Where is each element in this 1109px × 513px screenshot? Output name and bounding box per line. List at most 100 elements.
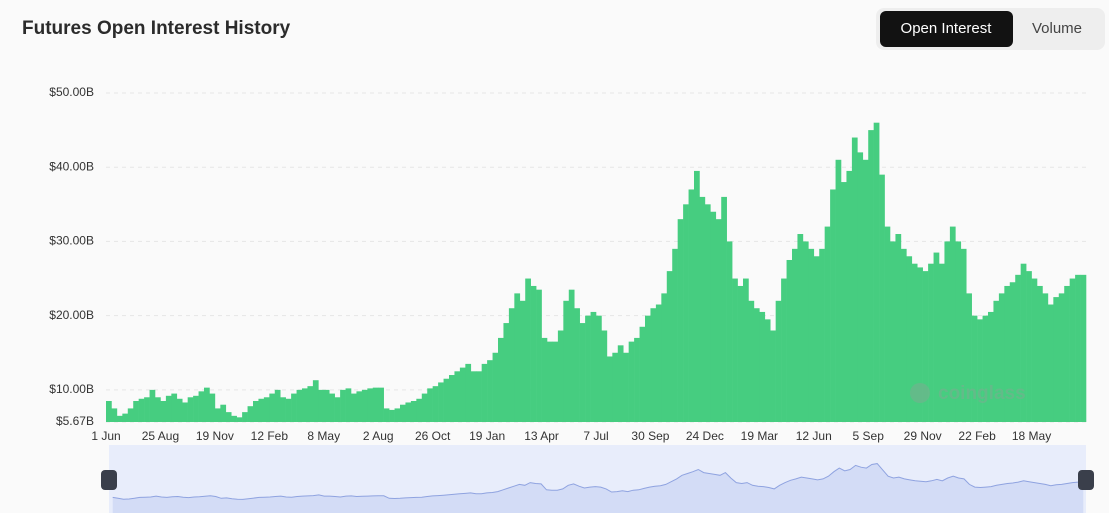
x-tick-label: 22 Feb [958,429,996,443]
bar [699,196,706,422]
bar [949,226,956,422]
bar [917,267,923,422]
x-tick-label: 18 May [1012,429,1051,443]
navigator-series [112,463,1084,513]
bar [155,397,161,422]
bar [868,130,874,423]
x-tick-label: 12 Jun [796,429,832,443]
bar [165,395,172,422]
bar [525,278,531,422]
bar [612,352,619,422]
bar [323,389,330,422]
bar [367,388,374,422]
bar [857,152,864,423]
bar [351,393,357,422]
bar [492,352,499,422]
bar [944,241,951,422]
bar [617,345,624,422]
bar [187,397,194,422]
bar [220,404,227,422]
bar [873,122,880,423]
toggle-button-active[interactable] [880,11,1013,47]
bar [410,400,417,422]
bar [1004,285,1011,422]
bar [1042,293,1049,422]
bar [421,393,428,422]
bar [590,311,597,422]
navigator-handle[interactable] [101,470,117,490]
bar [127,408,134,422]
bar [122,413,129,422]
bar [1015,274,1021,422]
navigator-handle[interactable] [1078,470,1094,490]
bar [764,319,771,422]
x-tick-label: 13 Apr [524,429,559,443]
bar [906,256,913,422]
bar [786,259,793,422]
bar [258,398,265,422]
bar [568,289,575,422]
bar [383,408,390,422]
bar [988,311,994,422]
x-tick-label: 5 Sep [853,429,885,443]
bar [672,248,678,422]
bar [655,304,662,422]
bar [253,400,259,422]
bar [715,219,722,422]
bar [247,406,254,422]
bar [743,278,749,422]
bar [204,387,210,422]
x-tick-label: 25 Aug [142,429,179,443]
bar [1058,293,1065,422]
bar [209,393,216,422]
bar [966,293,972,422]
bar [427,388,433,422]
bar [269,393,276,422]
navigator-area [112,463,1084,513]
bar [639,326,646,422]
bar [487,360,493,422]
bar [1069,278,1076,422]
bar [732,278,738,422]
bar [835,159,842,422]
bar [939,263,945,422]
chart-title: Futures Open Interest History [22,18,291,39]
bar [1080,274,1087,422]
bar [541,337,548,422]
bar [1037,285,1043,422]
bar [182,402,188,422]
bar [470,371,477,422]
bar [1026,271,1032,422]
bar [737,285,744,422]
bars [106,122,1087,423]
bar [900,248,907,422]
bar [726,241,733,422]
bar [274,389,281,422]
bar [753,308,760,422]
navigator-line [112,463,1084,500]
bar [345,388,352,422]
x-tick-label: 29 Nov [904,429,942,443]
bar [998,293,1005,422]
bar [1009,282,1016,422]
bar [519,300,526,422]
bar [628,341,635,422]
bar [830,189,836,422]
bar [334,397,341,422]
y-tick-label: $20.00B [49,308,94,322]
y-tick-label: $30.00B [49,234,94,248]
y-tick-label: $50.00B [49,85,94,99]
bar [890,241,896,422]
bar [465,363,472,422]
toggle-label[interactable]: Open Interest [901,20,993,37]
x-tick-label: 2 Aug [363,429,394,443]
bar [846,170,853,422]
bar [149,389,156,422]
bar [476,371,482,422]
toggle-label[interactable]: Volume [1032,20,1082,37]
bar [547,341,553,422]
bar [851,137,858,422]
bar [318,389,325,422]
